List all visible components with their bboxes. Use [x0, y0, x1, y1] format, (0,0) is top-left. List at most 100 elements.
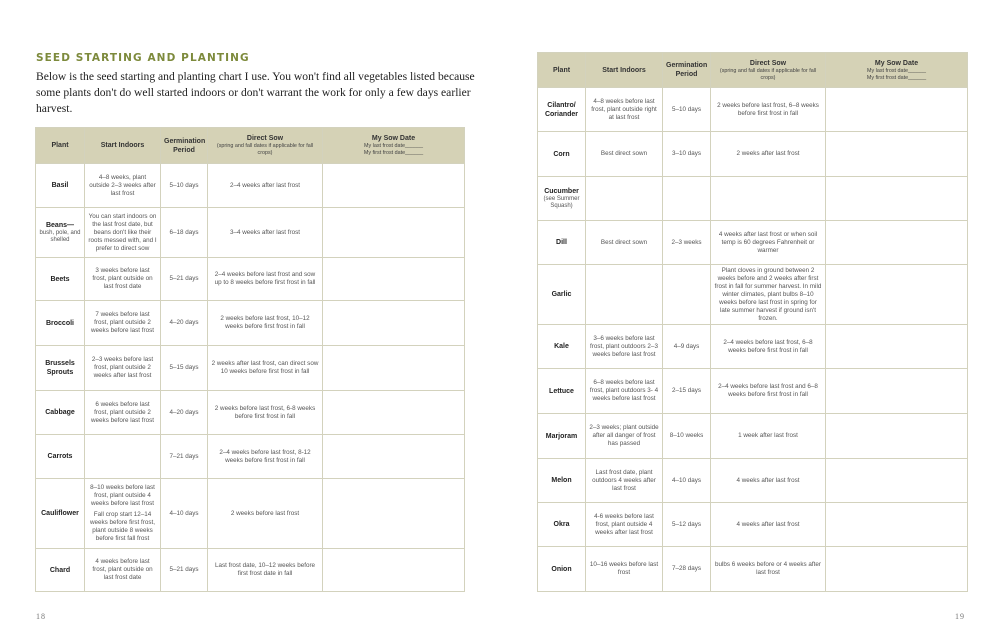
table-row: Melon Last frost date, plant outdoors 4 w…	[537, 458, 968, 503]
germination-cell: 6–18 days	[160, 207, 208, 258]
plant-name: Cilantro/ Coriander	[544, 101, 579, 118]
table-row: Brussels Sprouts 2–3 weeks before last fr…	[35, 345, 465, 391]
seed-chart-table-left: Plant Start Indoors Germination Period D…	[35, 127, 465, 592]
table-row: Basil 4–8 weeks, plant outside 2–3 weeks …	[35, 163, 465, 208]
start-indoors-cell: 2–3 weeks before last frost, plant outsi…	[84, 345, 161, 391]
last-frost-field[interactable]: My last frost date______	[866, 67, 927, 74]
start-indoors-text: 6 weeks before last frost, plant outside…	[91, 400, 154, 424]
plant-name: Cabbage	[45, 409, 75, 416]
my-sow-date-cell[interactable]	[825, 324, 968, 369]
first-frost-field[interactable]: My first frost date______	[363, 150, 424, 156]
table-row: Okra 4-6 weeks before last frost, plant o…	[537, 502, 968, 547]
start-indoors-cell: 6–8 weeks before last frost, plant outdo…	[585, 368, 663, 414]
my-sow-date-cell[interactable]	[825, 87, 968, 132]
plant-cell: Basil	[35, 163, 85, 208]
plant-cell: Cauliflower	[35, 478, 85, 549]
direct-sow-cell: 2 weeks after last frost	[710, 131, 826, 177]
plant-name: Basil	[51, 182, 69, 189]
my-sow-date-cell[interactable]	[825, 413, 968, 459]
header-direct-sow-title: Direct Sow	[749, 59, 787, 67]
plant-name: Garlic	[551, 291, 572, 298]
plant-name: Carrots	[47, 453, 73, 460]
intro-paragraph: Below is the seed starting and planting …	[36, 70, 475, 115]
first-frost-field[interactable]: My first frost date______	[866, 74, 927, 81]
germination-cell: 2–15 days	[662, 368, 711, 414]
germination-cell: 3–10 days	[662, 131, 711, 177]
table-row: Garlic Plant cloves in ground between 2 w…	[537, 264, 968, 325]
direct-sow-cell: Last frost date, 10–12 weeks before firs…	[207, 548, 323, 592]
my-sow-date-cell[interactable]	[322, 478, 465, 549]
page-number-right: 19	[955, 612, 965, 621]
plant-name: Brussels Sprouts	[45, 360, 75, 376]
start-indoors-cell: 10–16 weeks before last frost	[585, 546, 663, 592]
start-indoors-cell: Best direct sown	[585, 131, 663, 177]
table-row: Chard 4 weeks before last frost, plant ou…	[35, 548, 465, 592]
germination-cell: 4–10 days	[160, 478, 208, 549]
germination-cell: 7–28 days	[662, 546, 711, 592]
plant-name: Beets	[50, 275, 70, 283]
direct-sow-cell: 4 weeks after last frost	[710, 502, 826, 547]
germination-cell: 7–21 days	[160, 434, 208, 479]
start-indoors-text: 4-6 weeks before last frost, plant outsi…	[594, 512, 654, 536]
header-plant: Plant	[537, 52, 586, 88]
start-indoors-text: Fall crop start 12–14 weeks before first…	[89, 511, 156, 542]
plant-cell: Marjoram	[537, 413, 586, 459]
table-row: Beans— bush, pole, and shelled You can sta…	[35, 207, 465, 258]
plant-name: Lettuce	[549, 387, 574, 395]
my-sow-date-cell[interactable]	[825, 264, 968, 325]
seed-chart-table-right: Plant Start Indoors Germination Period D…	[537, 52, 968, 592]
start-indoors-cell: 3–6 weeks before last frost, plant outdo…	[585, 324, 663, 369]
start-indoors-text: 3 weeks before last frost, plant outside…	[92, 267, 153, 290]
plant-name: Chard	[49, 566, 71, 574]
my-sow-date-cell[interactable]	[322, 163, 465, 208]
direct-sow-cell: 2–4 weeks before last frost and sow up t…	[207, 257, 323, 301]
plant-name: Melon	[551, 477, 572, 484]
plant-name: Broccoli	[45, 319, 74, 327]
plant-cell: Onion	[537, 546, 586, 592]
start-indoors-text: 4 weeks before last frost, plant outside…	[92, 558, 153, 581]
my-sow-date-cell[interactable]	[825, 502, 968, 547]
start-indoors-cell: Last frost date, plant outdoors 4 weeks …	[585, 458, 663, 503]
table-row: Beets 3 weeks before last frost, plant ou…	[35, 257, 465, 301]
my-sow-date-cell[interactable]	[322, 257, 465, 301]
germination-cell: 5–10 days	[160, 163, 208, 208]
my-sow-date-cell[interactable]	[825, 368, 968, 414]
start-indoors-text: 8–10 weeks before last frost, plant outs…	[90, 484, 155, 507]
table-row: Cucumber (see Summer Squash)	[537, 176, 968, 221]
table-row: Cabbage 6 weeks before last frost, plant …	[35, 390, 465, 435]
last-frost-field[interactable]: My last frost date______	[363, 143, 424, 149]
my-sow-date-cell[interactable]	[322, 345, 465, 391]
direct-sow-cell: 4 weeks after last frost or when soil te…	[710, 220, 826, 265]
plant-name: Cauliflower	[41, 510, 79, 517]
my-sow-date-cell[interactable]	[825, 546, 968, 592]
section-heading: SEED STARTING AND PLANTING	[36, 52, 250, 64]
table-row: Dill Best direct sown 2–3 weeks 4 weeks aft…	[537, 220, 968, 265]
start-indoors-cell: 4–8 weeks before last frost, plant outsi…	[585, 87, 663, 132]
direct-sow-cell	[710, 176, 826, 221]
plant-cell: Carrots	[35, 434, 85, 479]
my-sow-date-cell[interactable]	[322, 300, 465, 346]
direct-sow-cell: 2–4 weeks before last frost, 6–8 weeks b…	[710, 324, 826, 369]
my-sow-date-cell[interactable]	[322, 434, 465, 479]
my-sow-date-cell[interactable]	[825, 458, 968, 503]
my-sow-date-cell[interactable]	[825, 176, 968, 221]
my-sow-date-cell[interactable]	[322, 390, 465, 435]
header-direct-sow-note: (spring and fall dates if applicable for…	[719, 67, 817, 81]
header-plant: Plant	[35, 127, 85, 164]
my-sow-date-cell[interactable]	[322, 548, 465, 592]
start-indoors-text: You can start indoors on the last frost …	[88, 212, 157, 252]
table-row: Cauliflower 8–10 weeks before last frost,…	[35, 478, 465, 549]
header-my-sow-date-title: My Sow Date	[371, 135, 416, 142]
plant-cell: Beets	[35, 257, 85, 301]
header-direct-sow-title: Direct Sow	[246, 135, 284, 142]
plant-name: Corn	[553, 150, 570, 158]
start-indoors-text: 7 weeks before last frost, plant outside…	[91, 311, 154, 334]
plant-name: Cucumber	[544, 187, 579, 195]
my-sow-date-cell[interactable]	[322, 207, 465, 258]
my-sow-date-cell[interactable]	[825, 131, 968, 177]
header-my-sow-date: My Sow Date My last frost date______ My fi…	[825, 52, 968, 88]
my-sow-date-cell[interactable]	[825, 220, 968, 265]
start-indoors-cell: 3 weeks before last frost, plant outside…	[84, 257, 161, 301]
start-indoors-text: 2–3 weeks before last frost, plant outsi…	[91, 356, 154, 379]
plant-cell: Melon	[537, 458, 586, 503]
